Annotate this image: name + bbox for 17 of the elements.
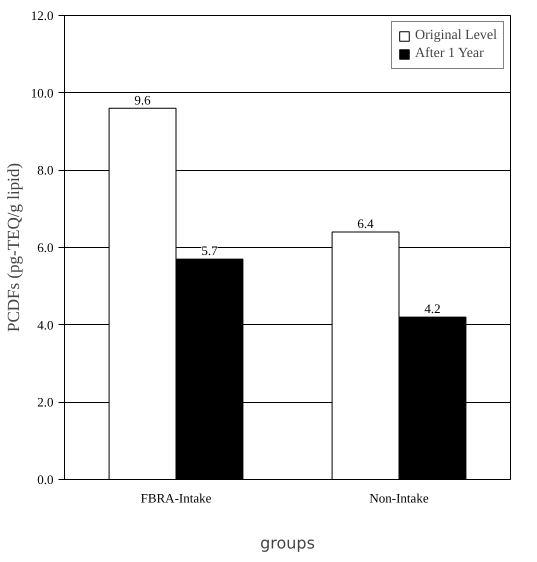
y-tick-label: 6.0 bbox=[37, 240, 54, 255]
legend-label: Original Level bbox=[414, 28, 497, 44]
legend-label: After 1 Year bbox=[414, 46, 484, 62]
y-tick-label: 2.0 bbox=[37, 394, 54, 410]
data-label: 6.4 bbox=[357, 216, 374, 232]
x-tick-label: FBRA-Intake bbox=[140, 490, 212, 506]
y-tick-label: 4.0 bbox=[37, 317, 54, 332]
y-tick-label: 12.0 bbox=[30, 8, 54, 23]
x-axis-title: groups bbox=[260, 534, 315, 552]
x-tick-label: Non-Intake bbox=[369, 490, 429, 506]
data-label: 5.7 bbox=[201, 243, 218, 258]
y-axis-title: PCDFs (pg-TEQ/g lipid) bbox=[4, 162, 23, 332]
y-tick-label: 0.0 bbox=[37, 472, 54, 487]
y-tick-label: 10.0 bbox=[30, 85, 54, 100]
y-tick-label: 8.0 bbox=[37, 162, 54, 178]
data-label: 9.6 bbox=[134, 92, 152, 108]
data-label: 4.2 bbox=[424, 301, 441, 316]
